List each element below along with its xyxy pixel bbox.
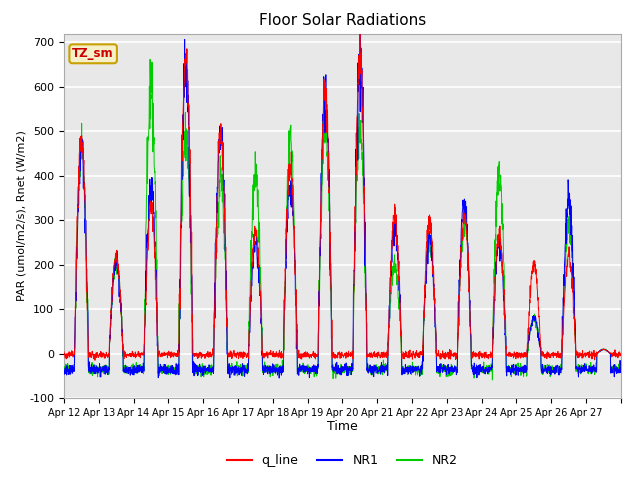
Legend: q_line, NR1, NR2: q_line, NR1, NR2 [221,449,463,472]
X-axis label: Time: Time [327,420,358,432]
Y-axis label: PAR (umol/m2/s), Rnet (W/m2): PAR (umol/m2/s), Rnet (W/m2) [17,131,26,301]
Title: Floor Solar Radiations: Floor Solar Radiations [259,13,426,28]
Text: TZ_sm: TZ_sm [72,48,114,60]
